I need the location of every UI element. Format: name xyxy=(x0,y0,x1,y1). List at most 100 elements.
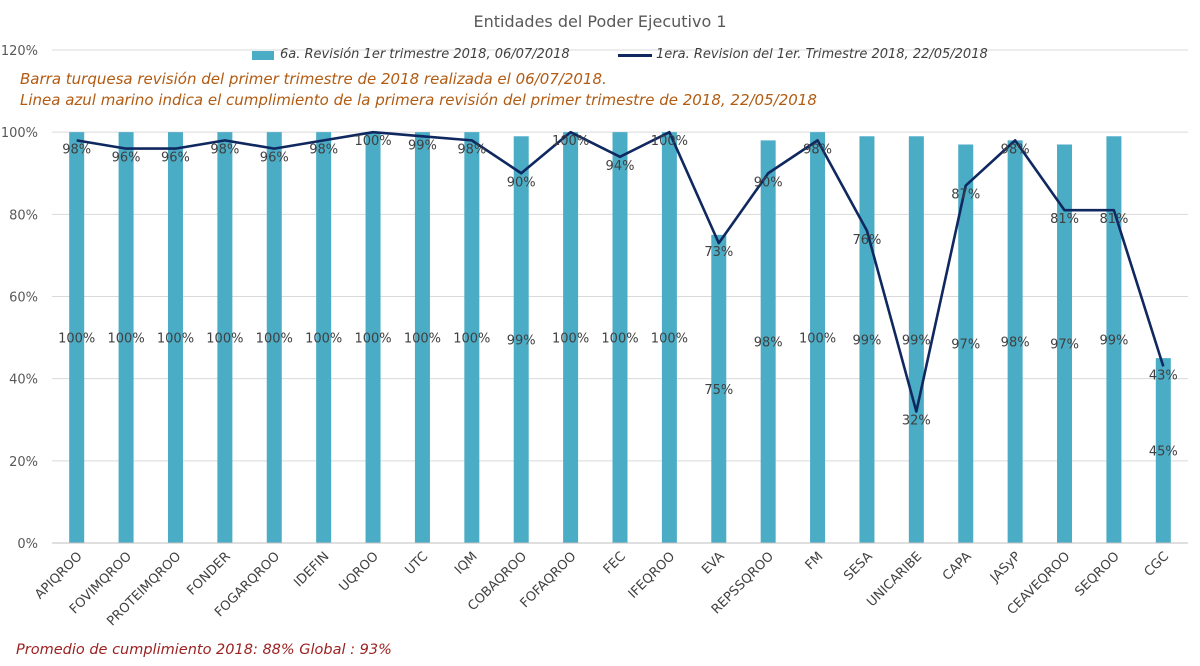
bar-data-label: 100% xyxy=(601,332,638,347)
chart-title: Entidades del Poder Ejecutivo 1 xyxy=(473,12,727,31)
bar-data-label: 100% xyxy=(206,332,243,347)
x-tick-label: FONDER xyxy=(184,549,233,598)
bar-data-label: 100% xyxy=(256,332,293,347)
note-line: Linea azul marino indica el cumplimiento… xyxy=(20,91,817,109)
line-data-label: 87% xyxy=(951,188,980,203)
x-tick-label: SESA xyxy=(841,549,876,584)
bar xyxy=(414,132,430,543)
bar xyxy=(1155,358,1171,543)
line-data-label: 99% xyxy=(408,138,437,153)
bar xyxy=(612,132,628,543)
bar xyxy=(316,132,332,543)
bar xyxy=(711,234,727,543)
bar-data-label: 98% xyxy=(1001,336,1030,351)
series-line xyxy=(76,130,1165,413)
x-tick-label: APIQROO xyxy=(32,549,85,602)
bar-data-label: 100% xyxy=(552,332,589,347)
legend-line-label: 1era. Revision del 1er. Trimestre 2018, … xyxy=(656,47,988,62)
line-data-label: 90% xyxy=(507,175,536,190)
x-tick-label: JASyP xyxy=(987,549,1024,586)
bar-data-label: 100% xyxy=(453,332,490,347)
bar-data-label: 100% xyxy=(404,332,441,347)
line-data-label: 98% xyxy=(803,142,832,157)
bar-data-label: 99% xyxy=(902,334,931,349)
y-tick-label: 120% xyxy=(1,44,38,59)
line-data-label: 94% xyxy=(606,159,635,174)
line-data-label: 81% xyxy=(1099,212,1128,227)
bar xyxy=(661,132,677,543)
x-tick-label: FM xyxy=(803,549,827,573)
bar-data-label: 100% xyxy=(305,332,342,347)
line-data-label: 100% xyxy=(651,134,688,149)
bar-data-label: 99% xyxy=(1099,334,1128,349)
bar-data-label: 97% xyxy=(951,338,980,353)
bar xyxy=(266,132,282,543)
bar xyxy=(464,132,480,543)
line-data-label: 96% xyxy=(260,151,289,166)
x-tick-label: IQM xyxy=(452,549,480,577)
bar-data-label: 99% xyxy=(507,334,536,349)
line-data-label: 100% xyxy=(354,134,391,149)
bar xyxy=(217,132,233,543)
x-tick-label: UQROO xyxy=(336,549,381,594)
line-data-label: 98% xyxy=(1001,142,1030,157)
x-tick-label: SEQROO xyxy=(1072,549,1122,599)
note-bars: Barra turquesa revisión del primer trime… xyxy=(20,70,607,88)
bar-data-label: 100% xyxy=(58,332,95,347)
x-tick-label: IFEQROO xyxy=(626,549,679,602)
bar-data-label: 98% xyxy=(754,336,783,351)
x-tick-label: CGC xyxy=(1142,549,1173,580)
bar-data-label: 100% xyxy=(354,332,391,347)
y-tick-label: 0% xyxy=(17,537,38,552)
bar xyxy=(908,136,924,543)
legend: 6a. Revisión 1er trimestre 2018, 06/07/2… xyxy=(0,47,1200,67)
bar xyxy=(1007,140,1023,543)
bar xyxy=(118,132,134,543)
x-tick-label: EVA xyxy=(699,549,727,577)
line-data-label: 76% xyxy=(853,233,882,248)
bar xyxy=(365,132,381,543)
footer-summary: Promedio de cumplimiento 2018: 88% Globa… xyxy=(16,642,392,658)
bar xyxy=(513,136,529,543)
line-data-label: 90% xyxy=(754,175,783,190)
legend-bar-label: 6a. Revisión 1er trimestre 2018, 06/07/2… xyxy=(280,47,570,62)
x-tick-label: UTC xyxy=(402,549,431,578)
bar xyxy=(958,144,974,543)
bar-data-label: 100% xyxy=(157,332,194,347)
bar-data-label: 75% xyxy=(704,383,733,398)
line-data-label: 100% xyxy=(552,134,589,149)
line-data-label: 98% xyxy=(309,142,338,157)
legend-bar-swatch xyxy=(252,51,274,60)
y-tick-label: 20% xyxy=(9,455,38,470)
line-data-label: 43% xyxy=(1149,368,1178,383)
line-data-label: 73% xyxy=(704,245,733,260)
bar-data-label: 100% xyxy=(108,332,145,347)
bar-data-label: 100% xyxy=(799,332,836,347)
bar xyxy=(167,132,183,543)
line-data-label: 81% xyxy=(1050,212,1079,227)
y-tick-label: 60% xyxy=(9,291,38,306)
x-tick-label: FEC xyxy=(601,549,629,577)
y-tick-label: 80% xyxy=(9,208,38,223)
bar xyxy=(859,136,875,543)
y-tick-label: 40% xyxy=(9,373,38,388)
line-data-label: 32% xyxy=(902,414,931,429)
line-data-label: 98% xyxy=(62,142,91,157)
bar-data-label: 97% xyxy=(1050,338,1079,353)
bar-data-label: 100% xyxy=(651,332,688,347)
bar xyxy=(810,132,826,543)
y-tick-label: 100% xyxy=(1,126,38,141)
bar xyxy=(760,140,776,543)
bar xyxy=(563,132,579,543)
bar-data-label: 45% xyxy=(1149,445,1178,460)
line-data-label: 96% xyxy=(112,151,141,166)
x-tick-label: IDEFIN xyxy=(291,549,332,590)
bar xyxy=(1106,136,1122,543)
bar-data-label: 99% xyxy=(853,334,882,349)
line-data-label: 98% xyxy=(210,142,239,157)
x-tick-label: CAPA xyxy=(940,549,975,584)
bar xyxy=(69,132,85,543)
legend-line-swatch xyxy=(618,54,652,57)
bar xyxy=(1057,144,1073,543)
